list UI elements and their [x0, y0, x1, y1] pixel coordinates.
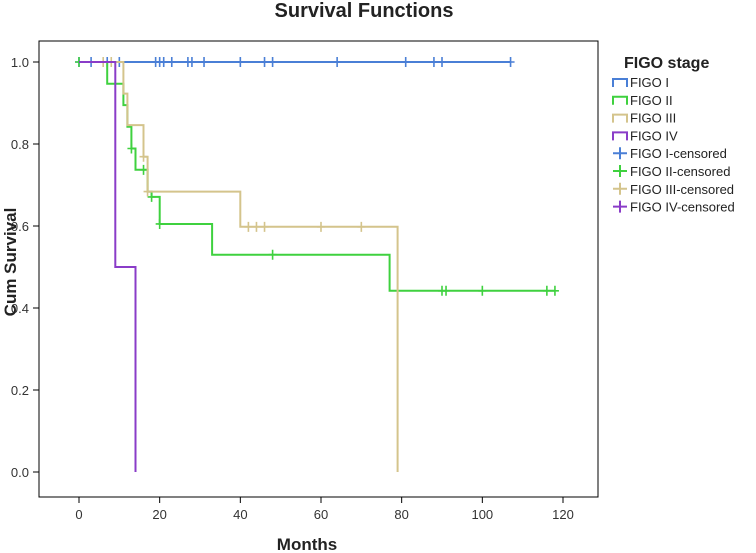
series-line-figo-iv: [79, 61, 137, 472]
y-tick-label: 1.0: [11, 55, 29, 70]
censor-mark-figo-iii: [317, 221, 325, 232]
censor-mark-figo-i: [438, 57, 446, 67]
legend-title: FIGO stage: [624, 55, 709, 72]
legend-label: FIGO I: [630, 75, 669, 90]
censor-mark-figo-i: [236, 57, 245, 67]
legend-label: FIGO I-censored: [630, 146, 727, 161]
legend-item: FIGO II: [612, 93, 673, 108]
censor-mark-figo-i: [429, 57, 438, 67]
x-axis-label: Months: [277, 535, 337, 553]
x-tick-label: 40: [233, 507, 247, 522]
legend-item: FIGO III-censored: [613, 182, 734, 197]
legend-item: FIGO III: [612, 111, 676, 126]
censor-mark-figo-i: [200, 57, 209, 67]
censor-mark-figo-ii: [127, 143, 136, 154]
legend-label: FIGO III: [630, 111, 676, 126]
censor-mark-figo-ii: [268, 249, 277, 260]
y-tick-label: 0.4: [11, 301, 29, 316]
censor-mark-figo-ii: [147, 191, 156, 202]
censor-mark-figo-iii: [139, 151, 148, 162]
legend-label: FIGO IV: [630, 128, 678, 143]
legend-censor-icon: [613, 147, 627, 160]
legend: FIGO stage FIGO I FIGO II FIGO III FIGO IV F…: [612, 55, 735, 215]
plot-area: [38, 40, 599, 498]
x-tick-label: 60: [314, 507, 328, 522]
censor-mark-figo-ii: [542, 285, 551, 296]
censor-mark-figo-i: [260, 57, 269, 67]
legend-item: FIGO IV: [612, 128, 678, 143]
censor-mark-figo-iii: [252, 221, 261, 232]
legend-item: FIGO II-censored: [613, 164, 730, 179]
legend-label: FIGO II-censored: [630, 164, 730, 179]
legend-censor-icon: [613, 200, 627, 213]
censor-mark-figo-i: [268, 57, 277, 67]
x-tick-label: 80: [394, 507, 408, 522]
censor-mark-figo-ii: [442, 285, 451, 296]
censor-mark-figo-i: [401, 57, 410, 67]
legend-label: FIGO IV-censored: [630, 200, 735, 215]
legend-item: FIGO I-censored: [613, 146, 727, 161]
censor-mark-figo-ii: [478, 285, 487, 296]
chart-title: Survival Functions: [275, 0, 454, 22]
legend-censor-icon: [613, 165, 627, 177]
censor-mark-figo-i: [333, 57, 342, 67]
x-tick-label: 0: [75, 507, 82, 522]
y-tick-label: 0.0: [11, 465, 29, 480]
y-tick-label: 0.8: [11, 137, 29, 152]
y-axis: 0.0 0.2 0.4 0.6 0.8 1.0: [11, 55, 39, 480]
censor-mark-figo-i: [506, 57, 515, 67]
censor-mark-figo-ii: [139, 164, 148, 175]
censor-mark-figo-i: [159, 57, 168, 67]
legend-line-icon: [612, 95, 628, 105]
x-tick-label: 100: [471, 507, 493, 522]
legend-censor-icon: [613, 182, 627, 195]
censor-mark-figo-ii: [155, 218, 164, 229]
censor-mark-figo-i: [187, 57, 196, 67]
legend-item: FIGO IV-censored: [613, 200, 735, 215]
censor-mark-figo-iii: [244, 221, 253, 232]
x-tick-label: 120: [552, 507, 574, 522]
censor-mark-figo-i: [167, 57, 176, 67]
legend-line-icon: [612, 131, 628, 141]
censor-mark-figo-iii: [260, 221, 269, 232]
censor-mark-figo-iii: [143, 186, 152, 197]
legend-label: FIGO II: [630, 93, 673, 108]
legend-item: FIGO I: [612, 75, 669, 90]
y-tick-label: 0.6: [11, 219, 29, 234]
legend-line-icon: [612, 113, 628, 123]
x-axis: 0 20 40 60 80 100 120: [75, 497, 574, 522]
censor-mark-figo-iii: [357, 221, 366, 232]
y-tick-label: 0.2: [11, 383, 29, 398]
censor-mark-figo-ii: [550, 285, 559, 296]
legend-line-icon: [612, 78, 628, 87]
y-axis-label: Cum Survival: [1, 208, 20, 317]
x-tick-label: 20: [152, 507, 166, 522]
series-layer: [75, 57, 559, 472]
legend-label: FIGO III-censored: [630, 182, 734, 197]
